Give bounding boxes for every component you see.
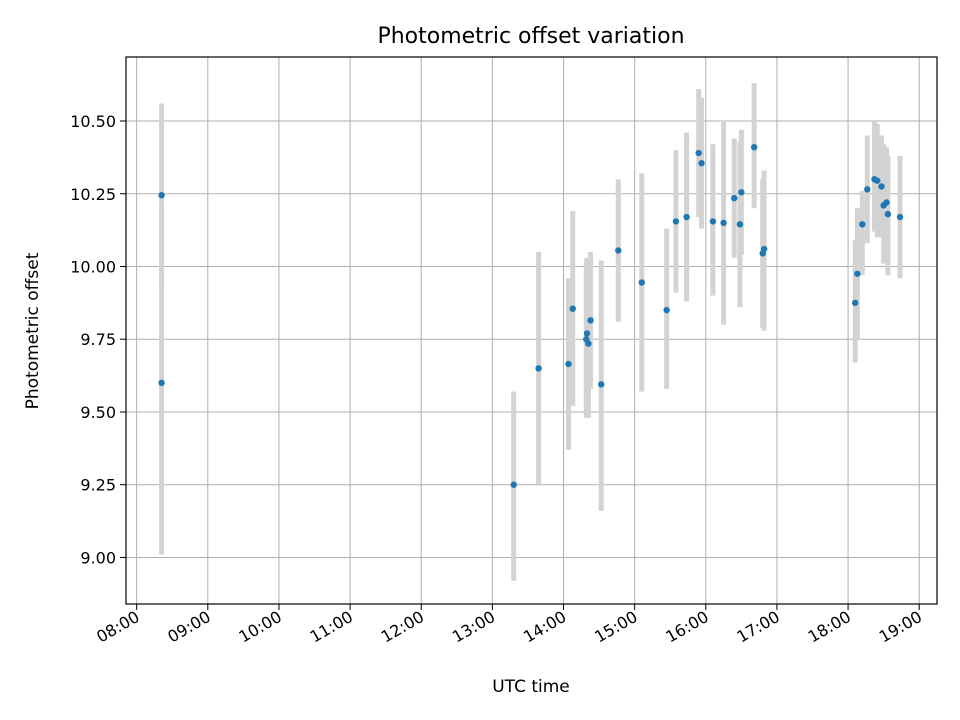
data-point xyxy=(878,183,885,190)
chart-title: Photometric offset variation xyxy=(377,24,684,49)
data-point xyxy=(663,306,670,314)
plot-frame xyxy=(125,56,938,605)
data-point xyxy=(535,365,542,372)
data-point xyxy=(587,317,594,324)
data-point xyxy=(874,177,881,184)
data-point xyxy=(760,245,768,253)
data-point xyxy=(884,210,892,218)
data-point xyxy=(736,221,744,228)
data-point xyxy=(672,218,680,225)
data-point xyxy=(569,305,576,312)
y-tick-label: 9.25 xyxy=(80,476,116,495)
y-tick-label: 9.00 xyxy=(80,548,116,567)
data-point xyxy=(615,247,622,254)
data-point xyxy=(695,149,702,157)
data-point xyxy=(585,340,592,347)
data-point xyxy=(598,381,605,388)
y-tick-label: 10.00 xyxy=(70,257,116,276)
y-axis-ticks: 9.00 9.25 9.50 9.75 10.00 10.25 10.50 xyxy=(70,112,126,567)
data-point xyxy=(698,159,705,167)
data-point xyxy=(510,481,517,488)
data-point xyxy=(859,221,866,228)
grid-lines xyxy=(126,57,937,604)
x-axis-label: UTC time xyxy=(492,677,570,697)
data-points xyxy=(158,143,904,488)
data-point xyxy=(158,379,165,387)
data-point xyxy=(583,330,591,337)
data-point xyxy=(864,186,871,193)
y-tick-label: 9.75 xyxy=(80,330,116,349)
y-tick-label: 10.25 xyxy=(70,185,116,204)
data-point xyxy=(720,219,727,227)
y-tick-label: 9.50 xyxy=(80,403,116,422)
data-point xyxy=(896,213,904,221)
data-point xyxy=(738,189,745,196)
data-point xyxy=(683,213,690,221)
data-point xyxy=(158,192,165,199)
y-tick-label: 10.50 xyxy=(70,112,116,131)
data-point xyxy=(638,279,645,286)
data-point xyxy=(854,270,861,277)
data-point xyxy=(709,218,717,225)
data-point xyxy=(731,194,738,202)
data-point xyxy=(851,299,859,307)
data-point xyxy=(883,199,890,206)
data-point xyxy=(565,360,572,368)
data-point xyxy=(750,143,758,151)
y-axis-label: Photometric offset xyxy=(23,252,43,409)
